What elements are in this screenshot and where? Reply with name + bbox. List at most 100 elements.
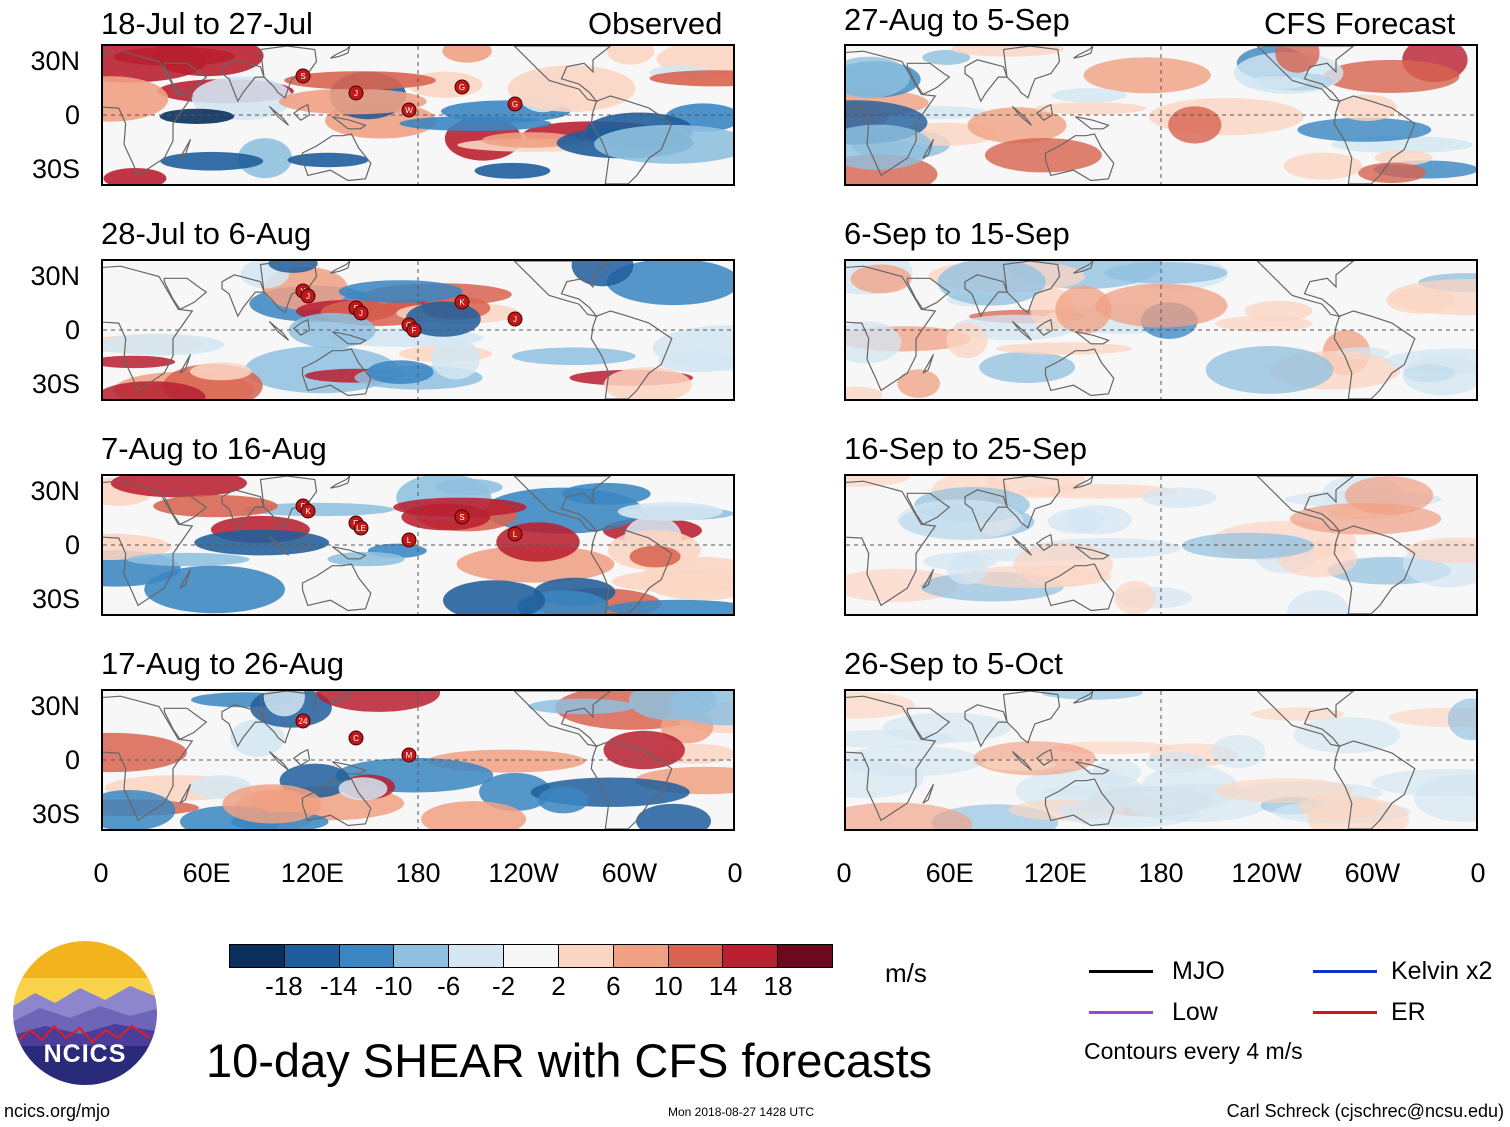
shear-anomaly-p1-3 <box>237 138 292 179</box>
colorbar-label-7: 10 <box>653 971 683 1001</box>
y-tick-label-row4-2: 30S <box>31 799 80 829</box>
shear-anomaly-p4-18 <box>603 730 685 770</box>
shear-anomaly-p2-27 <box>103 333 225 356</box>
shear-anomaly-p4-32 <box>103 790 176 829</box>
storm-marker-label-p2-4: J <box>513 315 517 324</box>
coastline-p1-10 <box>590 95 673 184</box>
shear-anomaly-p1-33 <box>507 65 636 112</box>
shear-anomaly-p4-17 <box>103 732 187 773</box>
right-x-tick-5: 60W <box>1344 858 1401 888</box>
legend-line-er <box>1313 1011 1377 1014</box>
colorbar-label-8: 14 <box>708 971 738 1001</box>
shear-anomaly-p7-26 <box>1287 590 1351 614</box>
coastline-p4-1 <box>163 707 208 741</box>
shear-anomaly-p6-31 <box>1215 315 1313 332</box>
shear-anomaly-p2-29 <box>268 261 318 273</box>
coastline-p1-8 <box>330 46 351 59</box>
coastline-p1-2 <box>221 59 265 103</box>
shear-anomaly-p6-24 <box>1055 285 1112 334</box>
shear-anomaly-p6-27 <box>1388 279 1476 316</box>
map-panel-p4: 24 C M <box>101 689 735 831</box>
shear-anomaly-p3-23 <box>327 551 405 567</box>
storm-marker-p2-5: J <box>300 288 316 304</box>
shear-anomaly-p2-31 <box>288 312 376 348</box>
shear-anomaly-p7-21 <box>1021 484 1178 499</box>
shear-anomaly-p7-33 <box>897 499 1024 541</box>
coastline-p2-1 <box>163 277 208 311</box>
coastline-p2-8 <box>330 261 351 274</box>
shear-anomaly-p2-24 <box>405 301 481 337</box>
colorbar-swatch-5 <box>503 945 558 967</box>
coastline-p3-4 <box>292 533 311 551</box>
shear-anomaly-p3-33 <box>153 495 278 518</box>
panel-title-p7: 16-Sep to 25-Sep <box>844 431 1088 466</box>
shear-anomaly-p1-0 <box>474 162 551 179</box>
map-panel-p6 <box>844 259 1478 401</box>
y-tick-label-row1-2: 30S <box>31 154 80 184</box>
shear-anomaly-p2-10 <box>603 367 692 399</box>
storm-marker-p3-2: L <box>401 532 417 548</box>
right-x-tick-6: 0 <box>1470 858 1486 888</box>
storm-marker-label-p1-4: G <box>512 100 518 109</box>
coastline-p6-10 <box>1333 310 1416 399</box>
legend-label-er: ER <box>1391 998 1426 1026</box>
colorbar-swatch-7 <box>612 945 668 967</box>
coastline-p5-2 <box>964 59 1008 103</box>
coastline-p4-5 <box>268 750 289 771</box>
shear-anomaly-p5-25 <box>967 107 1067 144</box>
coastline-p2-7 <box>331 331 367 345</box>
shear-anomaly-p3-9 <box>483 487 643 534</box>
coastline-p1-7 <box>331 116 367 130</box>
coastline-p7-9 <box>1256 476 1355 533</box>
shear-anomaly-p1-11 <box>287 152 369 168</box>
map-panel-p3: BRLSLKLE <box>101 474 735 616</box>
colorbar-label-5: 2 <box>551 971 566 1001</box>
y-tick-label-row1-1: 0 <box>64 100 80 130</box>
storm-marker-p3-6: LE <box>353 520 369 536</box>
storm-marker-p4-2: M <box>401 747 417 763</box>
shear-anomaly-p8-31 <box>1307 797 1410 829</box>
coastline-p5-5 <box>1011 105 1032 126</box>
shear-anomaly-p1-27 <box>113 47 235 66</box>
shear-anomaly-p2-11 <box>103 381 206 399</box>
shear-anomaly-p5-23 <box>1336 94 1397 121</box>
coastline-p4-6 <box>301 778 372 827</box>
shear-anomaly-p7-20 <box>1181 532 1314 559</box>
y-tick-label-row3-2: 30S <box>31 584 80 614</box>
coastline-p1-0 <box>103 50 194 177</box>
shear-anomaly-p6-15 <box>850 264 912 294</box>
y-tick-label-row4-1: 0 <box>64 745 80 775</box>
coastline-p7-8 <box>1073 476 1094 489</box>
shear-anomaly-p1-5 <box>606 46 655 65</box>
shear-anomaly-p3-0 <box>456 545 615 583</box>
storm-marker-p2-3: K <box>454 294 470 310</box>
colorbar-label-3: -6 <box>437 971 461 1001</box>
coastline-p8-3 <box>1002 691 1061 744</box>
shear-anomaly-p8-22 <box>1447 698 1476 741</box>
shear-field-p7 <box>846 476 1476 614</box>
legend-note: Contours every 4 m/s <box>1084 1038 1303 1064</box>
coastline-p2-0 <box>103 265 194 392</box>
shear-anomaly-p7-11 <box>1013 542 1114 587</box>
colorbar-swatch-2 <box>338 945 394 967</box>
shear-anomaly-p5-19 <box>922 50 971 65</box>
footer-left: ncics.org/mjo <box>4 1101 111 1121</box>
panel-title-p8: 26-Sep to 5-Oct <box>844 646 1063 681</box>
coastline-p7-11 <box>922 568 935 589</box>
shear-anomaly-p4-14 <box>528 698 635 715</box>
shear-field-p8 <box>846 691 1476 829</box>
coastline-p8-6 <box>1044 778 1115 827</box>
shear-anomaly-p6-8 <box>979 351 1076 383</box>
shear-anomaly-p3-29 <box>194 529 330 556</box>
right-x-tick-2: 120E <box>1023 858 1087 888</box>
coastline-p8-1 <box>906 707 951 741</box>
right-x-tick-3: 180 <box>1138 858 1184 888</box>
shear-anomaly-p4-12 <box>479 772 552 812</box>
shear-anomaly-p6-17 <box>946 323 988 359</box>
shear-anomaly-p6-29 <box>937 261 1046 306</box>
figure-title: 10-day SHEAR with CFS forecasts <box>206 1034 933 1087</box>
storm-marker-label-p4-2: M <box>406 751 413 760</box>
coastline-p4-4 <box>292 748 311 766</box>
coastline-p6-8 <box>1073 261 1094 274</box>
coastline-p6-2 <box>964 274 1008 318</box>
